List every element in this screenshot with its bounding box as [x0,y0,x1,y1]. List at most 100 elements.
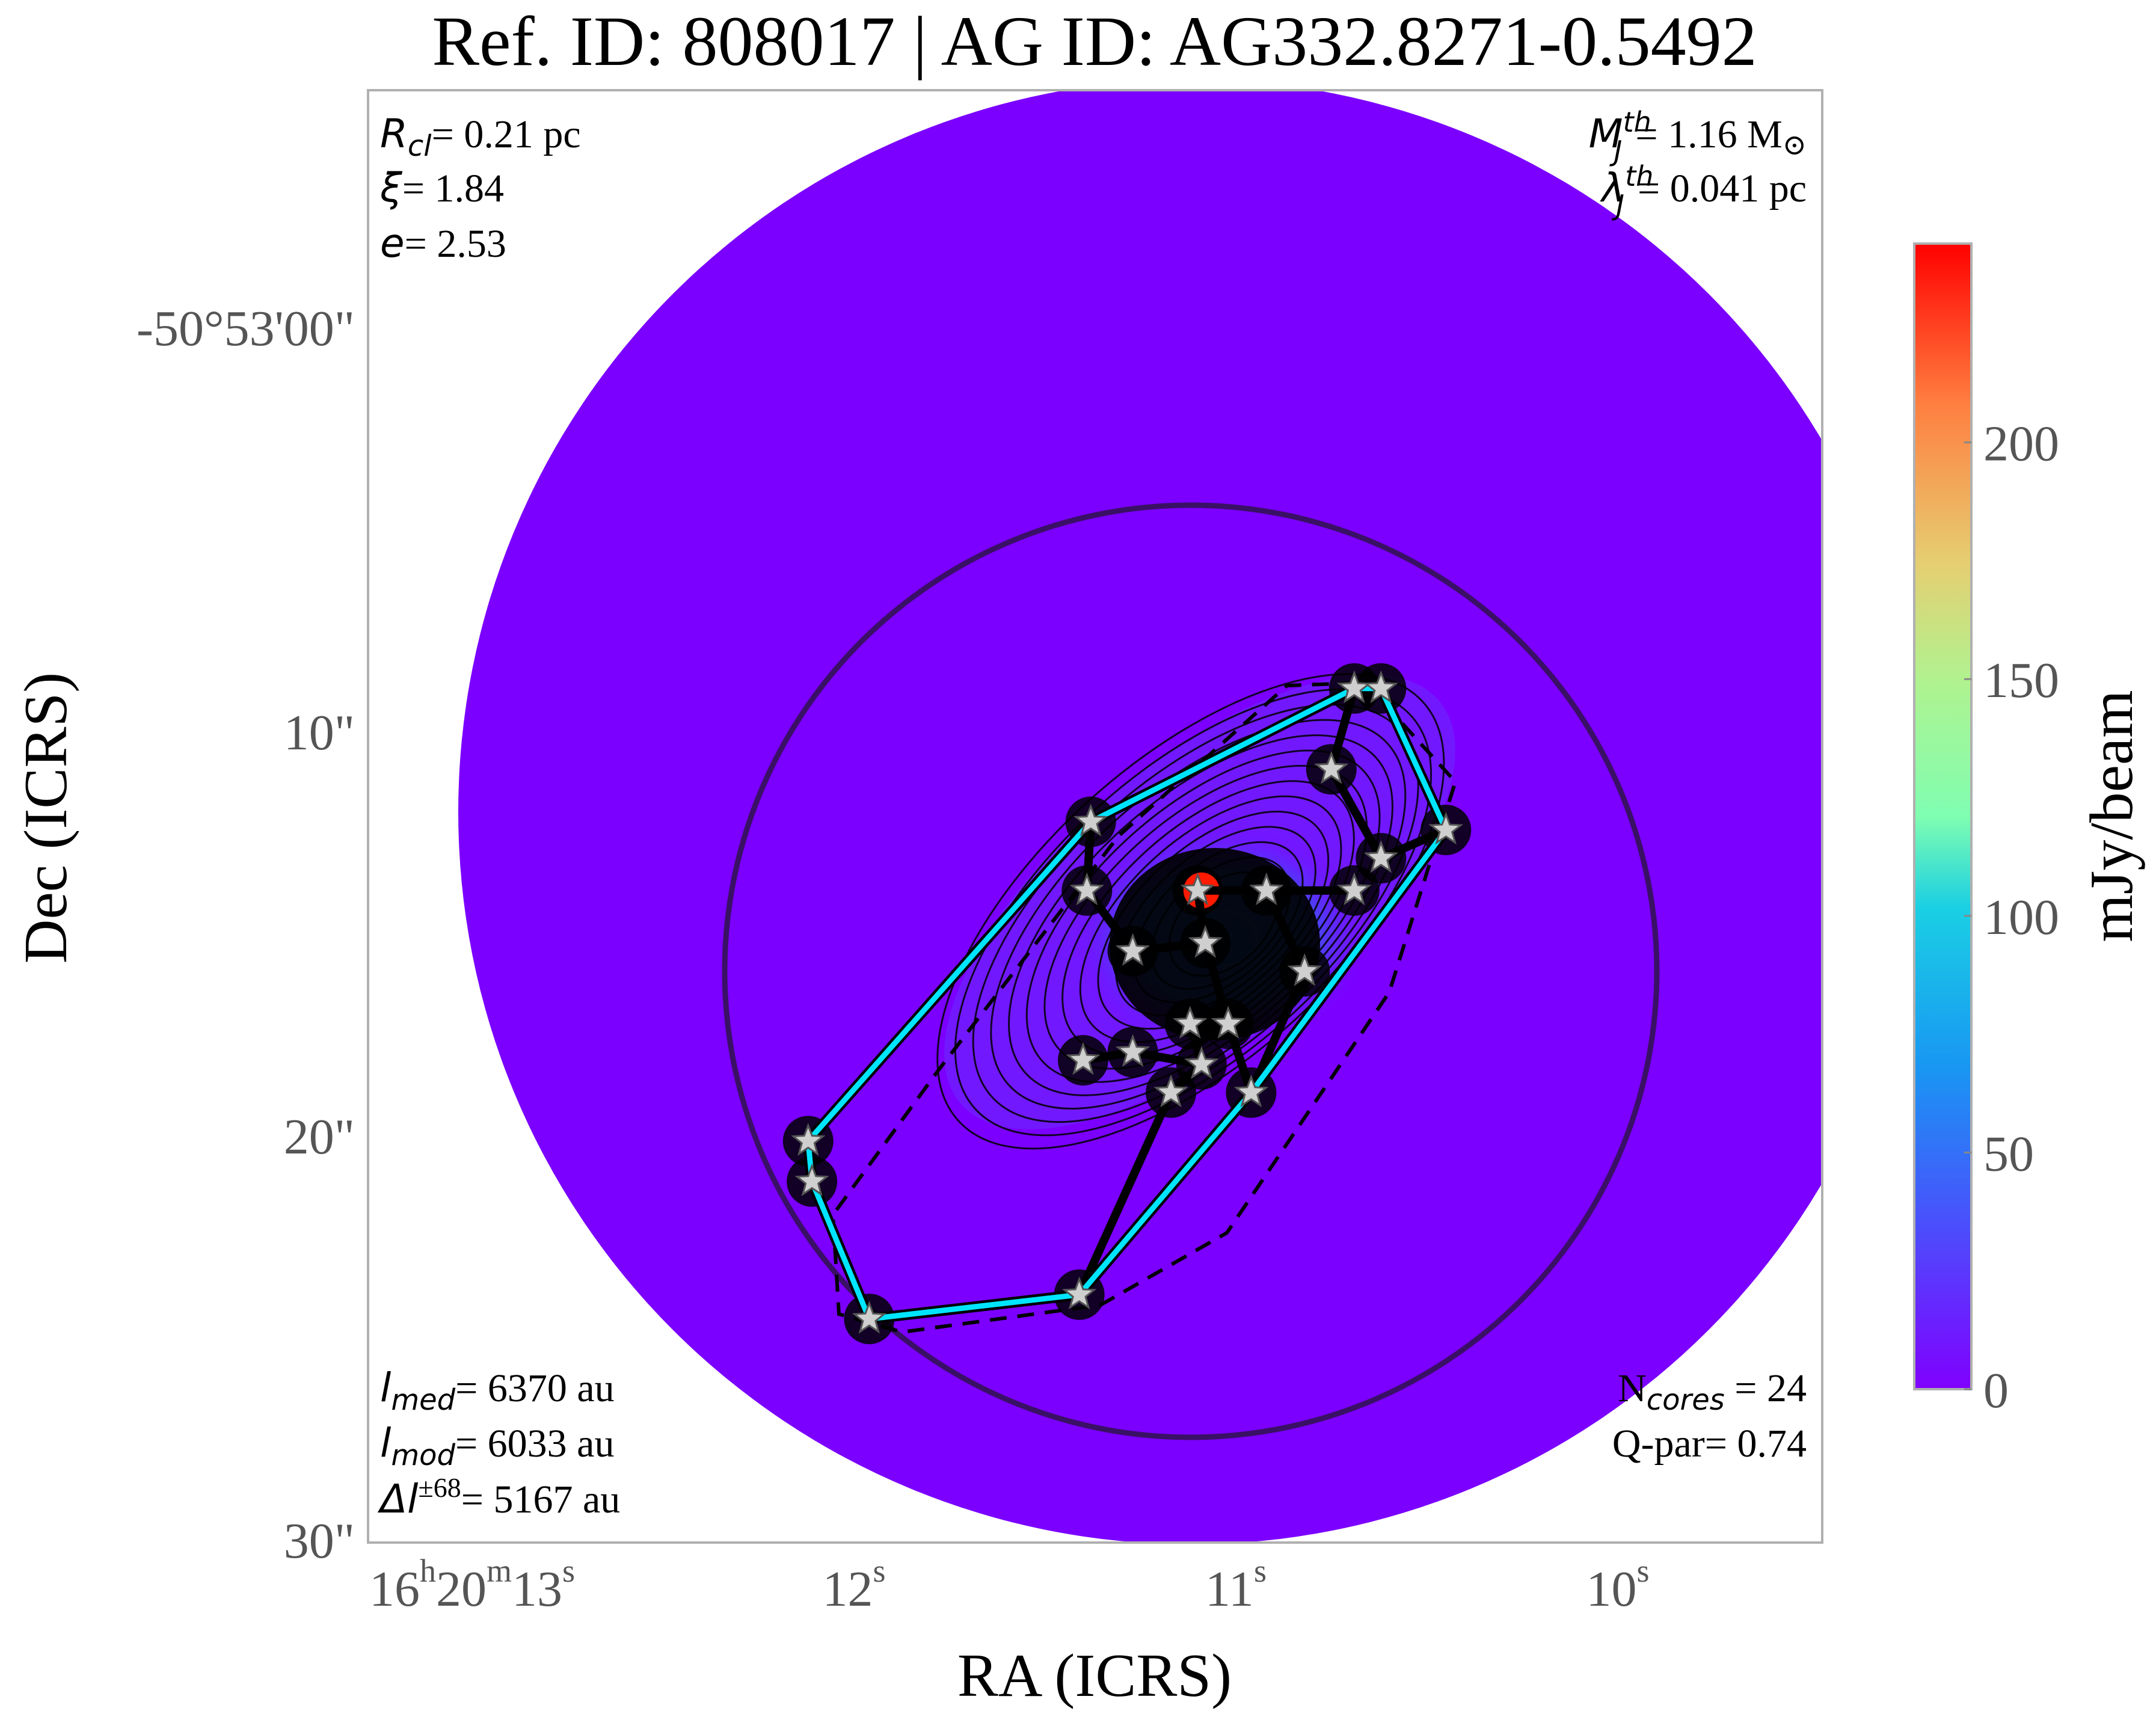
mst-edge [1327,684,1359,774]
colorbar-tick-label: 200 [1983,416,2059,472]
annotation-top-right: Mth J = 1.16 M⊙ λth J = 0.041 pc [1589,106,1807,221]
ann-ncores-value: = 24 [1725,1366,1807,1410]
annotation-top-left: Rcl= 0.21 pc ξ= 1.84 e= 2.53 [379,111,581,266]
colorbar-ticks: 0 50 100 150 200 [1964,416,2059,1419]
ra-tick-label: 10s [1586,1553,1649,1617]
chart-title: Ref. ID: 808017 | AG ID: AG332.8271-0.54… [432,2,1757,81]
core-star [1211,1006,1246,1039]
svg-text:lmod= 6033 au: lmod= 6033 au [380,1420,614,1472]
colorbar-label: mJy/beam [2078,690,2146,942]
convex-hull [802,683,1452,1325]
inner-circle [722,502,1660,1440]
ann-dl-symbol: Δl [377,1476,419,1522]
core-star [852,1300,887,1334]
dec-tick-label: -50°53'00" [137,301,355,357]
core-star [1115,1034,1150,1067]
ann-lj-symbol: λ [1600,165,1625,211]
core-star [1313,751,1349,784]
plot-frame [367,89,1823,1544]
mst-edge [1327,765,1386,863]
ann-mj-value: = 1.16 M [1635,112,1782,156]
mst-edge [1128,939,1210,956]
ann-rcl-sub: cl [408,129,432,163]
core-star [1188,924,1223,958]
colorbar-tick-label: 100 [1983,889,2059,945]
dec-tick-label: 30" [284,1513,355,1569]
ra-tick-labels: 16h20m13s 12s 11s 10s [369,1553,1650,1617]
colorbar-tick-label: 0 [1983,1363,2009,1419]
ann-mj-tail: ⊙ [1783,129,1807,161]
core-star [1115,933,1150,966]
svg-text:Q-par= 0.74: Q-par= 0.74 [1612,1422,1807,1466]
colorbar-tick-label: 150 [1983,653,2059,708]
mst-edge [1075,1088,1176,1299]
core-star [1069,872,1105,906]
annotation-bottom-left: lmed= 6370 au lmod= 6033 au Δl±68= 5167 … [377,1365,620,1522]
core-star [1249,872,1284,906]
svg-text:lmed= 6370 au: lmed= 6370 au [380,1365,615,1417]
ann-mj-symbol: M [1589,111,1623,157]
x-axis-label: RA (ICRS) [957,1642,1232,1710]
dec-tick-labels: -50°53'00" 10" 20" 30" [137,301,355,1569]
ann-ncores-sub: cores [1647,1383,1725,1417]
ann-lmed-value: = 6370 au [455,1366,615,1410]
mst-edge [1224,1019,1256,1097]
ann-ncores-pre: N [1618,1366,1647,1410]
core-star [1073,803,1108,837]
ann-rcl-value: = 0.21 pc [432,112,581,156]
ann-lmod-symbol: l [380,1420,392,1466]
ann-xi-value: = 1.84 [402,167,504,210]
ann-qpar-pre: Q-par [1612,1422,1705,1466]
core-star [1428,811,1464,845]
ann-xi-symbol: ξ [379,165,403,211]
dashed-ellipse-outline [831,680,1458,1334]
svg-text:Δl±68= 5167 au: Δl±68= 5167 au [377,1472,620,1522]
ann-lmod-value: = 6033 au [455,1422,615,1466]
ann-mj-sup: th [1623,106,1651,138]
colorbar-tick-label: 50 [1983,1126,2034,1182]
svg-text:ξ= 1.84: ξ= 1.84 [379,165,504,211]
core-star [1061,1276,1097,1310]
ra-tick-label: 11s [1205,1553,1267,1617]
ann-qpar-value: = 0.74 [1705,1422,1807,1466]
ann-lmed-sub: med [391,1383,455,1417]
ann-lmed-symbol: l [380,1365,392,1411]
core-star [1184,1046,1219,1079]
dec-tick-label: 20" [284,1109,355,1165]
core-stars [791,670,1464,1334]
ann-lj-sup: th [1625,160,1653,192]
core-star [791,1123,826,1156]
core-star [794,1163,829,1197]
core-star [1153,1074,1188,1108]
core-star [1180,872,1215,906]
core-star [1066,1042,1101,1075]
mst-edge [1201,939,1233,1028]
svg-text:Rcl= 0.21 pc: Rcl= 0.21 pc [380,111,581,163]
plot-area [458,90,1822,1543]
hull-line [805,686,1449,1322]
colorbar [1913,242,1973,1390]
mst-edge [1262,886,1309,976]
ra-tick-label: 12s [822,1553,885,1617]
ann-lj-value: = 0.041 pc [1638,167,1807,210]
core-star [1287,953,1322,986]
dec-tick-label: 10" [284,705,355,761]
ann-e-value: = 2.53 [405,222,506,266]
core-star [1363,670,1399,704]
ann-rcl-symbol: R [380,111,408,157]
y-axis-label: Dec (ICRS) [12,672,80,963]
ann-lmod-sub: mod [391,1439,455,1472]
svg-text:e= 2.53: e= 2.53 [380,220,506,266]
svg-text:Ncores = 24: Ncores = 24 [1618,1366,1807,1417]
ra-tick-label: 16h20m13s [369,1553,575,1617]
ann-dl-value: = 5167 au [461,1478,621,1522]
ann-dl-sup: ±68 [419,1472,461,1503]
core-star [1233,1074,1269,1108]
core-star [1337,872,1372,906]
ann-e-symbol: e [380,220,405,266]
annotation-bottom-right: Ncores = 24 Q-par= 0.74 [1612,1366,1807,1466]
core-star [1363,840,1399,873]
